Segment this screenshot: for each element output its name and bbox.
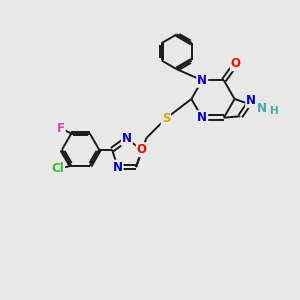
Text: Cl: Cl	[51, 162, 64, 175]
Text: F: F	[57, 122, 65, 135]
Text: O: O	[231, 57, 241, 70]
Text: N: N	[113, 160, 123, 174]
Text: N: N	[246, 94, 256, 107]
Text: N: N	[122, 132, 132, 146]
Text: N: N	[256, 102, 267, 115]
Text: N: N	[197, 111, 207, 124]
Text: S: S	[162, 112, 170, 125]
Text: N: N	[197, 74, 207, 87]
Text: H: H	[270, 106, 279, 116]
Text: O: O	[137, 143, 147, 156]
